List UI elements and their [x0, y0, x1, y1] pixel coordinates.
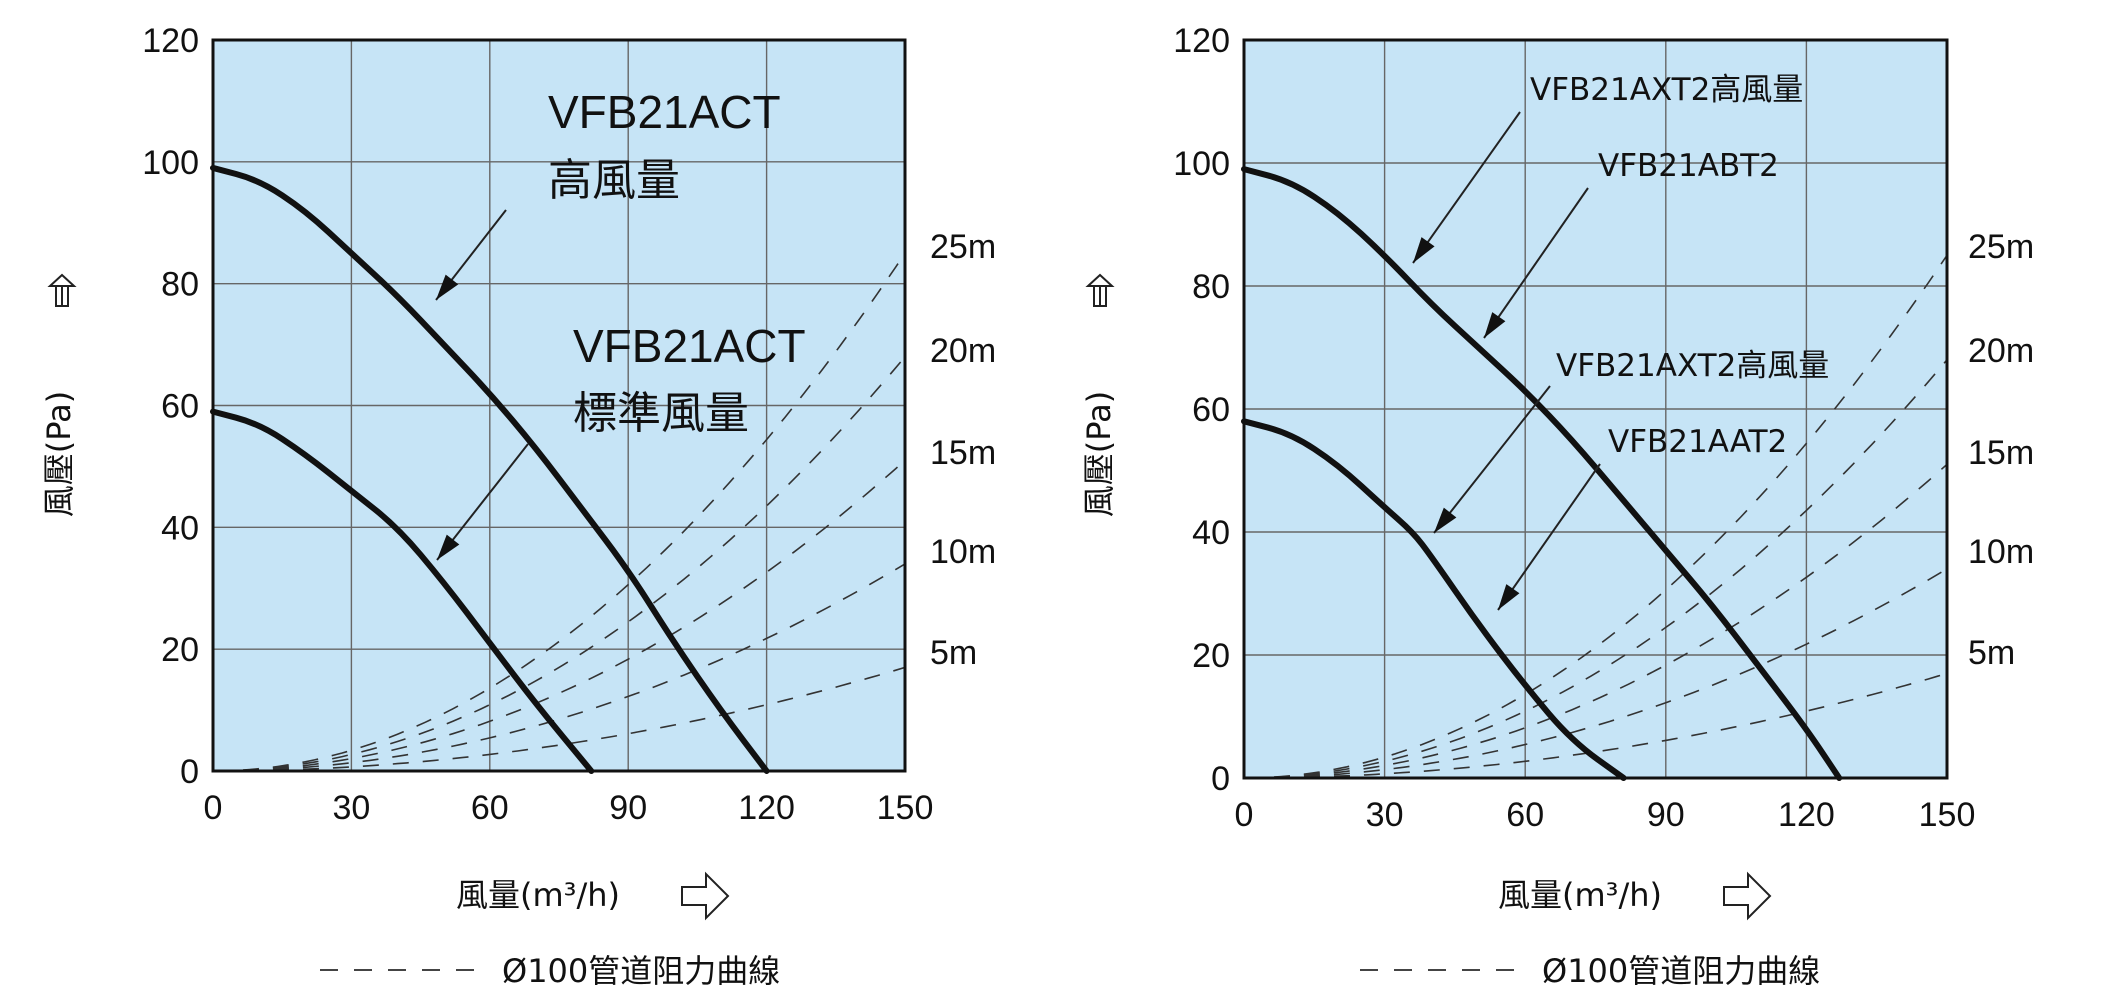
- x-tick-label: 90: [609, 789, 647, 827]
- right-x-axis-label: 風量(m³/h): [1498, 871, 1772, 921]
- annotation-arrow-1-head: [436, 274, 459, 300]
- y-tick-label: 40: [1192, 514, 1230, 552]
- resistance-curve-25m: [212, 252, 906, 772]
- annotation-arrow-4: [1497, 463, 1601, 611]
- resistance-label-15m: 15m: [1968, 434, 2034, 472]
- right-y-ticks: 0 20 40 60 80 100 120: [1173, 22, 1230, 798]
- y-tick-label: 120: [142, 22, 199, 60]
- left-ann-2-line-1: VFB21ACT: [573, 320, 806, 372]
- x-tick-label: 120: [738, 789, 795, 827]
- annotation-arrow-4-head: [1498, 584, 1520, 610]
- fan-curve-2: [1241, 418, 1627, 781]
- resistance-label-5m: 5m: [1968, 634, 2015, 672]
- resistance-label-15m: 15m: [930, 434, 996, 472]
- resistance-label-10m: 10m: [1968, 533, 2034, 571]
- left-ann-1-line-1: VFB21ACT: [548, 86, 781, 138]
- hollow-right-arrow-icon: [681, 871, 730, 921]
- y-tick-label: 100: [1173, 145, 1230, 183]
- fan-curve-1: [210, 164, 770, 774]
- right-y-axis-label: 風壓(Pa): [1080, 273, 1118, 517]
- left-fan-curves: [210, 164, 770, 774]
- right-resistance-labels: 25m 20m 15m 10m 5m: [1968, 228, 2034, 672]
- right-ann-2: VFB21ABT2: [1598, 148, 1779, 184]
- resistance-label-5m: 5m: [930, 634, 977, 672]
- x-tick-label: 30: [1366, 796, 1404, 834]
- resistance-label-20m: 20m: [1968, 332, 2034, 370]
- left-y-ticks: 0 20 40 60 80 100 120: [142, 22, 199, 791]
- left-x-axis-label: 風量(m³/h): [456, 871, 730, 921]
- left-y-axis-label: 風壓(Pa): [40, 273, 78, 517]
- left-plot-frame: [211, 38, 907, 773]
- right-annotations: VFB21AXT2高風量 VFB21ABT2 VFB21AXT2高風量 VFB2…: [1412, 72, 1829, 611]
- y-tick-label: 80: [161, 266, 199, 304]
- y-tick-label: 20: [1192, 637, 1230, 675]
- right-y-label: 風壓(Pa): [1080, 391, 1118, 517]
- left-ann-2-line-2: 標準風量: [573, 388, 749, 439]
- fan-curve-1: [1241, 166, 1843, 781]
- left-x-label: 風量(m³/h): [456, 876, 620, 914]
- annotation-arrow-1-head: [1413, 237, 1435, 263]
- left-y-label: 風壓(Pa): [40, 391, 78, 517]
- resistance-curve-15m: [1243, 463, 1948, 779]
- left-resistance-labels: 25m 20m 15m 10m 5m: [930, 228, 996, 672]
- y-tick-label: 60: [161, 388, 199, 426]
- annotation-arrow-2: [1483, 187, 1589, 339]
- left-x-ticks: 0 30 60 90 120 150: [204, 789, 934, 827]
- x-tick-label: 0: [204, 789, 223, 827]
- x-tick-label: 150: [1919, 796, 1976, 834]
- right-legend-text: Ø100管道阻力曲線: [1542, 952, 1820, 990]
- x-tick-label: 60: [471, 789, 509, 827]
- hollow-right-arrow-icon: [1723, 871, 1772, 921]
- y-tick-label: 0: [180, 753, 199, 791]
- left-resistance-curves: [212, 252, 906, 772]
- resistance-curve-5m: [213, 666, 906, 772]
- right-x-ticks: 0 30 60 90 120 150: [1235, 796, 1976, 834]
- hollow-up-arrow-icon: [1085, 273, 1115, 307]
- left-annotations: VFB21ACT 高風量 VFB21ACT 標準風量: [435, 86, 806, 561]
- y-tick-label: 120: [1173, 22, 1230, 60]
- y-tick-label: 20: [161, 631, 199, 669]
- left-chart: 0 30 60 90 120 150 0 20 40 60 80 100 120 25m 20m 15m 1…: [40, 22, 996, 990]
- x-tick-label: 120: [1778, 796, 1835, 834]
- left-legend: Ø100管道阻力曲線: [320, 952, 780, 990]
- annotation-arrow-3-head: [1434, 507, 1457, 533]
- annotation-arrow-3: [1433, 385, 1551, 534]
- x-tick-label: 0: [1235, 796, 1254, 834]
- x-tick-label: 150: [877, 789, 934, 827]
- resistance-curve-20m: [1243, 359, 1948, 779]
- left-gridlines: [212, 39, 906, 772]
- annotation-arrow-1: [1412, 111, 1521, 264]
- right-plot-frame: [1242, 38, 1949, 780]
- x-tick-label: 60: [1506, 796, 1544, 834]
- resistance-curve-10m: [1244, 568, 1948, 779]
- annotation-arrow-2-head: [1484, 312, 1506, 338]
- y-tick-label: 80: [1192, 268, 1230, 306]
- right-legend: Ø100管道阻力曲線: [1360, 952, 1820, 990]
- right-x-label: 風量(m³/h): [1498, 876, 1662, 914]
- y-tick-label: 0: [1211, 760, 1230, 798]
- y-tick-label: 40: [161, 509, 199, 547]
- right-fan-curves: [1241, 166, 1843, 781]
- resistance-label-25m: 25m: [1968, 228, 2034, 266]
- y-tick-label: 60: [1192, 391, 1230, 429]
- resistance-label-10m: 10m: [930, 533, 996, 571]
- resistance-label-25m: 25m: [930, 228, 996, 266]
- left-ann-1-line-2: 高風量: [548, 155, 680, 206]
- left-legend-text: Ø100管道阻力曲線: [502, 952, 780, 990]
- right-ann-3: VFB21AXT2高風量: [1556, 348, 1829, 384]
- resistance-curve-20m: [212, 356, 906, 772]
- right-ann-1: VFB21AXT2高風量: [1530, 72, 1803, 108]
- y-tick-label: 100: [142, 144, 199, 182]
- right-chart: 0 30 60 90 120 150 0 20 40 60 80 100 120 25m 20m 15m 1…: [1080, 22, 2034, 990]
- hollow-up-arrow-icon: [47, 273, 77, 307]
- right-ann-4: VFB21AAT2: [1608, 424, 1787, 460]
- fan-curve-2: [210, 408, 595, 774]
- resistance-label-20m: 20m: [930, 332, 996, 370]
- right-resistance-curves: [1243, 254, 1948, 779]
- annotation-arrow-2-head: [437, 534, 460, 560]
- x-tick-label: 30: [332, 789, 370, 827]
- x-tick-label: 90: [1647, 796, 1685, 834]
